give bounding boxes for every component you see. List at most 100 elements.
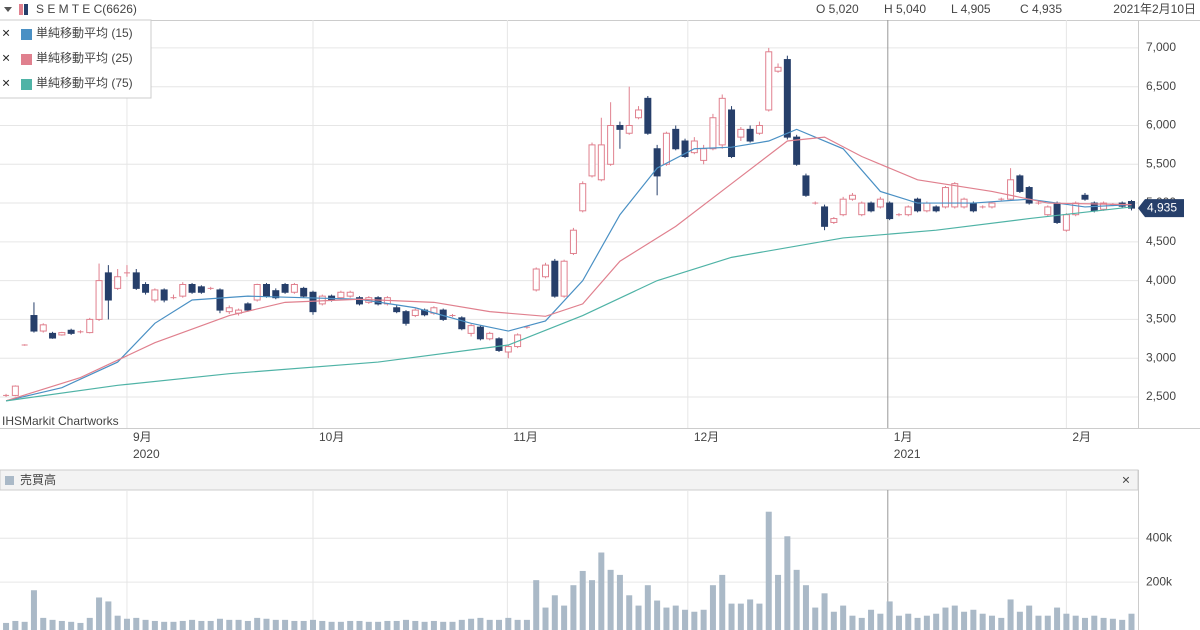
icon-down	[24, 4, 28, 15]
volume-bar	[449, 621, 456, 630]
candle-body	[542, 264, 550, 278]
candle-body	[402, 311, 410, 324]
volume-bar	[216, 618, 223, 630]
volume-bar	[198, 620, 205, 630]
candle-body	[867, 202, 875, 212]
volume-bar	[719, 574, 726, 630]
candle-body	[616, 124, 624, 130]
volume-bar	[1026, 605, 1033, 630]
volume-bar	[598, 552, 605, 630]
volume-bar	[756, 603, 763, 630]
volume-bar	[1072, 615, 1079, 630]
ohlc-high: H 5,040	[884, 2, 926, 16]
close-button[interactable]: ×	[1122, 472, 1130, 488]
volume-bar	[1081, 617, 1088, 630]
volume-bar	[644, 585, 651, 630]
candle-body	[1053, 202, 1061, 223]
volume-bar	[868, 609, 875, 630]
volume-bar	[486, 619, 493, 630]
ohlc-open: O 5,020	[816, 2, 859, 16]
volume-bar	[207, 620, 214, 630]
candle-body	[607, 124, 615, 165]
volume-bar	[49, 619, 56, 630]
volume-bar	[96, 597, 103, 630]
y-tick-label: 2,500	[1146, 389, 1176, 403]
legend-label: 単純移動平均 (75)	[36, 76, 133, 90]
legend-remove: ×	[2, 50, 10, 66]
candle-body	[532, 268, 540, 291]
candle-body	[793, 136, 801, 165]
volume-bar	[626, 595, 633, 630]
volume-bar	[114, 615, 121, 630]
y-tick-label: 5,500	[1146, 156, 1176, 170]
volume-bar	[337, 621, 344, 630]
volume-bar	[21, 621, 28, 630]
volume-icon	[5, 476, 14, 485]
candle-body	[458, 317, 466, 330]
volume-bar	[784, 536, 791, 630]
candle-body	[114, 276, 122, 289]
candle-body	[802, 175, 810, 196]
volume-header	[0, 469, 1139, 491]
candle-body	[969, 202, 977, 212]
candle-body	[783, 59, 791, 138]
volume-bar	[1044, 615, 1051, 630]
volume-bar	[1109, 618, 1116, 630]
candle-body	[1007, 179, 1015, 200]
candle-body	[67, 329, 75, 334]
legend-swatch	[21, 29, 32, 40]
candle-body	[635, 109, 643, 119]
volume-bar	[319, 620, 326, 630]
candle-body	[244, 303, 252, 311]
candle-body	[737, 128, 745, 138]
y-tick-label: 3,000	[1146, 350, 1176, 364]
volume-bar	[440, 621, 447, 630]
volume-bar	[654, 600, 661, 630]
legend-swatch	[21, 54, 32, 65]
volume-bar	[1035, 615, 1042, 630]
volume-bar	[682, 609, 689, 630]
volume-bar	[170, 621, 177, 630]
watermark: IHSMarkit Chartworks	[2, 414, 119, 428]
candle-body	[132, 272, 140, 289]
candle-body	[281, 284, 289, 293]
candle-body	[597, 144, 605, 181]
volume-bar	[68, 621, 75, 630]
candle-body	[923, 202, 931, 212]
volume-bar	[58, 620, 65, 630]
volume-bar	[12, 620, 19, 630]
volume-bar	[840, 605, 847, 630]
volume-bar	[523, 619, 530, 630]
volume-bar	[775, 574, 782, 630]
volume-bar	[123, 618, 130, 630]
candle-body	[821, 206, 829, 227]
candle-body	[941, 187, 949, 208]
candle-body	[839, 198, 847, 216]
volume-bar	[970, 609, 977, 630]
menu-arrow[interactable]	[4, 7, 12, 12]
candle-body	[151, 289, 159, 301]
x-year-label: 2020	[133, 447, 160, 461]
volume-bar	[533, 580, 540, 630]
candle-body	[272, 290, 280, 299]
candle-body	[355, 297, 363, 305]
y-tick-label: 6,000	[1146, 118, 1176, 132]
candle-body	[486, 332, 494, 340]
candle-body	[728, 109, 736, 158]
volume-bar	[961, 611, 968, 630]
volume-bar	[282, 619, 289, 630]
volume-bar	[737, 603, 744, 630]
candle-body	[476, 326, 484, 340]
last-price-label: 4,935	[1147, 200, 1177, 214]
legend-swatch	[21, 79, 32, 90]
candle-body	[569, 229, 577, 254]
candle-body	[225, 307, 233, 313]
candle-body	[160, 289, 168, 301]
x-tick-label: 9月	[133, 430, 152, 444]
volume-bar	[542, 607, 549, 630]
candle-body	[58, 332, 66, 336]
volume-title: 売買高	[20, 472, 56, 487]
candle-body	[644, 97, 652, 134]
volume-bar	[375, 621, 382, 630]
